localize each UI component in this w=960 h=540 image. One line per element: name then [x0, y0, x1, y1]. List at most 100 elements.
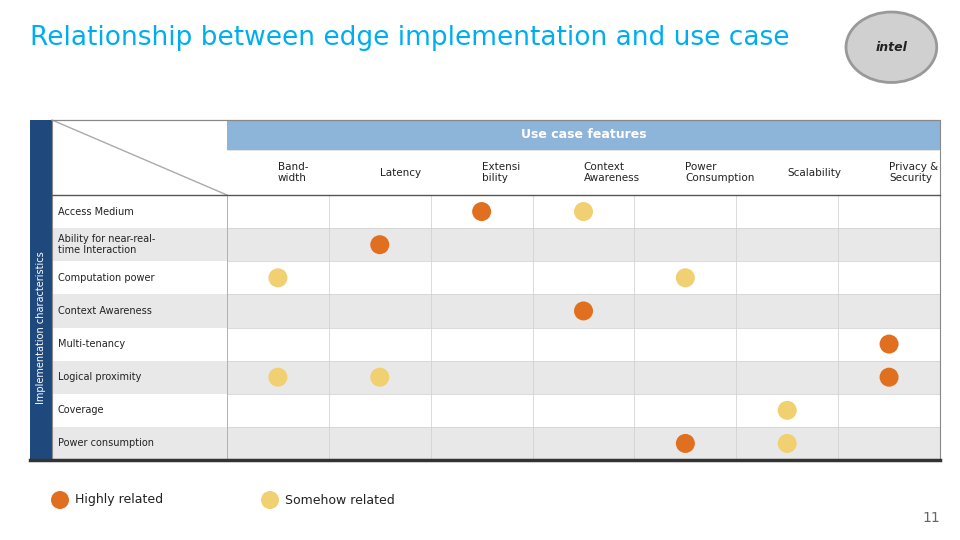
- Bar: [431, 394, 533, 427]
- Ellipse shape: [676, 434, 695, 453]
- Bar: [52, 294, 227, 327]
- Text: Implementation characteristics: Implementation characteristics: [36, 251, 46, 404]
- Bar: [431, 427, 533, 460]
- Bar: [227, 427, 329, 460]
- Text: Band-
width: Band- width: [278, 161, 308, 183]
- Ellipse shape: [269, 268, 287, 287]
- Bar: [52, 394, 227, 427]
- Bar: [227, 195, 329, 228]
- Bar: [838, 195, 940, 228]
- Text: Power
Consumption: Power Consumption: [685, 161, 755, 183]
- Bar: [635, 394, 736, 427]
- Ellipse shape: [879, 368, 899, 387]
- Bar: [329, 427, 431, 460]
- Text: Extensi
bility: Extensi bility: [482, 161, 520, 183]
- Bar: [329, 228, 431, 261]
- Ellipse shape: [51, 491, 69, 509]
- Bar: [52, 361, 227, 394]
- Bar: [838, 294, 940, 327]
- Ellipse shape: [676, 268, 695, 287]
- Bar: [736, 394, 838, 427]
- Bar: [227, 120, 940, 150]
- Text: Highly related: Highly related: [75, 494, 163, 507]
- Text: Scalability: Scalability: [787, 167, 841, 178]
- Text: Somehow related: Somehow related: [285, 494, 395, 507]
- Bar: [52, 427, 227, 460]
- Text: Logical proximity: Logical proximity: [58, 372, 141, 382]
- Ellipse shape: [778, 401, 797, 420]
- Bar: [227, 394, 329, 427]
- Circle shape: [846, 12, 937, 83]
- Text: Coverage: Coverage: [58, 406, 105, 415]
- Bar: [52, 195, 227, 228]
- Text: Context Awareness: Context Awareness: [58, 306, 152, 316]
- Bar: [736, 294, 838, 327]
- Bar: [227, 327, 329, 361]
- Bar: [227, 294, 329, 327]
- Bar: [736, 361, 838, 394]
- Bar: [838, 327, 940, 361]
- Bar: [52, 327, 227, 361]
- Ellipse shape: [778, 434, 797, 453]
- Bar: [736, 195, 838, 228]
- Bar: [635, 327, 736, 361]
- Bar: [227, 361, 329, 394]
- Ellipse shape: [472, 202, 492, 221]
- Bar: [838, 361, 940, 394]
- Text: Relationship between edge implementation and use case: Relationship between edge implementation…: [30, 25, 789, 51]
- Text: intel: intel: [876, 40, 907, 54]
- Bar: [533, 327, 635, 361]
- Bar: [227, 228, 329, 261]
- Bar: [431, 228, 533, 261]
- Bar: [635, 228, 736, 261]
- Bar: [838, 394, 940, 427]
- Bar: [431, 294, 533, 327]
- Bar: [635, 195, 736, 228]
- Text: Power consumption: Power consumption: [58, 438, 154, 448]
- Bar: [329, 294, 431, 327]
- Ellipse shape: [574, 301, 593, 320]
- Bar: [52, 261, 227, 294]
- Ellipse shape: [879, 335, 899, 354]
- Bar: [329, 195, 431, 228]
- Bar: [736, 261, 838, 294]
- Bar: [329, 261, 431, 294]
- Bar: [52, 120, 940, 460]
- Text: Latency: Latency: [380, 167, 420, 178]
- Bar: [635, 361, 736, 394]
- Bar: [533, 195, 635, 228]
- Bar: [533, 361, 635, 394]
- Ellipse shape: [371, 235, 390, 254]
- Bar: [635, 294, 736, 327]
- Bar: [431, 195, 533, 228]
- Ellipse shape: [371, 368, 390, 387]
- Bar: [329, 394, 431, 427]
- Bar: [227, 261, 329, 294]
- Bar: [431, 361, 533, 394]
- Text: Context
Awareness: Context Awareness: [584, 161, 639, 183]
- Bar: [533, 228, 635, 261]
- Bar: [431, 327, 533, 361]
- Bar: [431, 261, 533, 294]
- Bar: [838, 261, 940, 294]
- Bar: [635, 427, 736, 460]
- Ellipse shape: [269, 368, 287, 387]
- Bar: [329, 327, 431, 361]
- Ellipse shape: [574, 202, 593, 221]
- Bar: [736, 228, 838, 261]
- Text: Multi-tenancy: Multi-tenancy: [58, 339, 125, 349]
- Text: 11: 11: [923, 511, 940, 525]
- Bar: [533, 261, 635, 294]
- Bar: [635, 261, 736, 294]
- Bar: [329, 361, 431, 394]
- Bar: [736, 327, 838, 361]
- Text: Use case features: Use case features: [520, 129, 646, 141]
- Text: Ability for near-real-
time Interaction: Ability for near-real- time Interaction: [58, 234, 156, 255]
- Bar: [52, 228, 227, 261]
- Bar: [533, 294, 635, 327]
- Text: Computation power: Computation power: [58, 273, 155, 283]
- Bar: [52, 120, 227, 195]
- Bar: [838, 228, 940, 261]
- Bar: [30, 120, 52, 460]
- Bar: [838, 427, 940, 460]
